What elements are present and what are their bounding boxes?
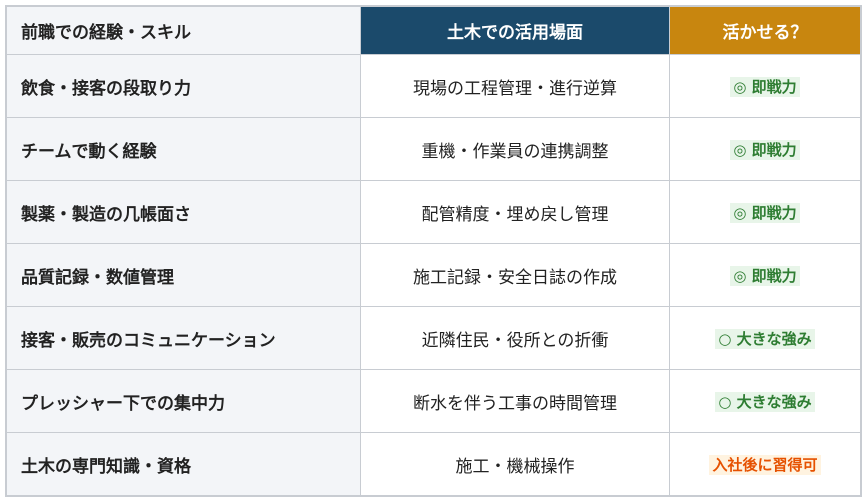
use-cell: 施工記録・安全日誌の作成 — [360, 243, 670, 307]
rating-cell: 入社後に習得可 — [669, 432, 862, 497]
table-row: 土木の専門知識・資格 施工・機械操作 入社後に習得可 — [5, 432, 862, 497]
rating-cell: ◎ 即戦力 — [669, 180, 862, 244]
skill-cell: 製薬・製造の几帳面さ — [5, 180, 361, 244]
table-row: プレッシャー下での集中力 断水を伴う工事の時間管理 ○ 大きな強み — [5, 369, 862, 433]
rating-cell: ○ 大きな強み — [669, 369, 862, 433]
rating-badge: ○ 大きな強み — [715, 328, 815, 349]
table-row: 品質記録・数値管理 施工記録・安全日誌の作成 ◎ 即戦力 — [5, 243, 862, 307]
rating-cell: ◎ 即戦力 — [669, 54, 862, 118]
skill-cell: プレッシャー下での集中力 — [5, 369, 361, 433]
skill-cell: 接客・販売のコミュニケーション — [5, 306, 361, 370]
table-header: 前職での経験・スキル 土木での活用場面 活かせる？ — [5, 5, 862, 55]
header-use: 土木での活用場面 — [360, 5, 670, 55]
rating-badge: ○ 大きな強み — [715, 391, 815, 412]
use-cell: 現場の工程管理・進行逆算 — [360, 54, 670, 118]
use-cell: 近隣住民・役所との折衝 — [360, 306, 670, 370]
header-rating: 活かせる？ — [669, 5, 862, 55]
use-cell: 断水を伴う工事の時間管理 — [360, 369, 670, 433]
use-cell: 重機・作業員の連携調整 — [360, 117, 670, 181]
use-cell: 施工・機械操作 — [360, 432, 670, 497]
table-row: 製薬・製造の几帳面さ 配管精度・埋め戻し管理 ◎ 即戦力 — [5, 180, 862, 244]
skills-table: 前職での経験・スキル 土木での活用場面 活かせる？ 飲食・接客の段取り力 現場の… — [5, 5, 862, 497]
skill-cell: 品質記録・数値管理 — [5, 243, 361, 307]
skill-cell: 飲食・接客の段取り力 — [5, 54, 361, 118]
rating-badge: ◎ 即戦力 — [730, 202, 800, 223]
table-row: 接客・販売のコミュニケーション 近隣住民・役所との折衝 ○ 大きな強み — [5, 306, 862, 370]
rating-badge: ◎ 即戦力 — [730, 139, 800, 160]
table-row: チームで動く経験 重機・作業員の連携調整 ◎ 即戦力 — [5, 117, 862, 181]
use-cell: 配管精度・埋め戻し管理 — [360, 180, 670, 244]
header-skill: 前職での経験・スキル — [5, 5, 361, 55]
rating-badge: ◎ 即戦力 — [730, 76, 800, 97]
skill-cell: チームで動く経験 — [5, 117, 361, 181]
skill-cell: 土木の専門知識・資格 — [5, 432, 361, 497]
rating-badge: ◎ 即戦力 — [730, 265, 800, 286]
rating-cell: ○ 大きな強み — [669, 306, 862, 370]
table-row: 飲食・接客の段取り力 現場の工程管理・進行逆算 ◎ 即戦力 — [5, 54, 862, 118]
rating-badge: 入社後に習得可 — [709, 454, 821, 475]
rating-cell: ◎ 即戦力 — [669, 243, 862, 307]
rating-cell: ◎ 即戦力 — [669, 117, 862, 181]
